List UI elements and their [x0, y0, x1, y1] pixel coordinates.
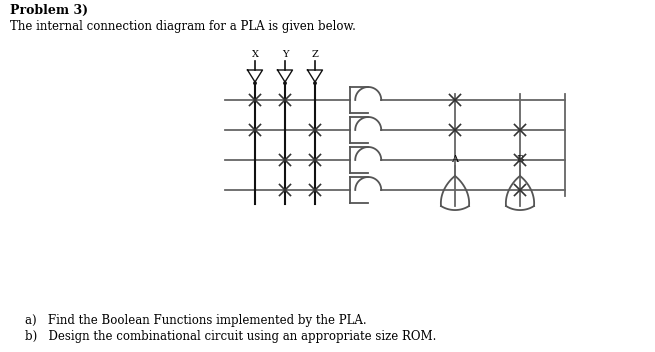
Text: Y: Y: [282, 50, 288, 59]
Text: The internal connection diagram for a PLA is given below.: The internal connection diagram for a PL…: [10, 20, 356, 33]
Circle shape: [314, 82, 316, 84]
Text: B: B: [516, 155, 523, 164]
Text: a)   Find the Boolean Functions implemented by the PLA.: a) Find the Boolean Functions implemente…: [25, 314, 367, 327]
Circle shape: [253, 82, 256, 84]
Circle shape: [284, 82, 286, 84]
Text: Z: Z: [312, 50, 318, 59]
Text: A: A: [451, 155, 458, 164]
Text: Problem 3): Problem 3): [10, 4, 88, 17]
Text: b)   Design the combinational circuit using an appropriate size ROM.: b) Design the combinational circuit usin…: [25, 330, 436, 343]
Text: X: X: [252, 50, 259, 59]
